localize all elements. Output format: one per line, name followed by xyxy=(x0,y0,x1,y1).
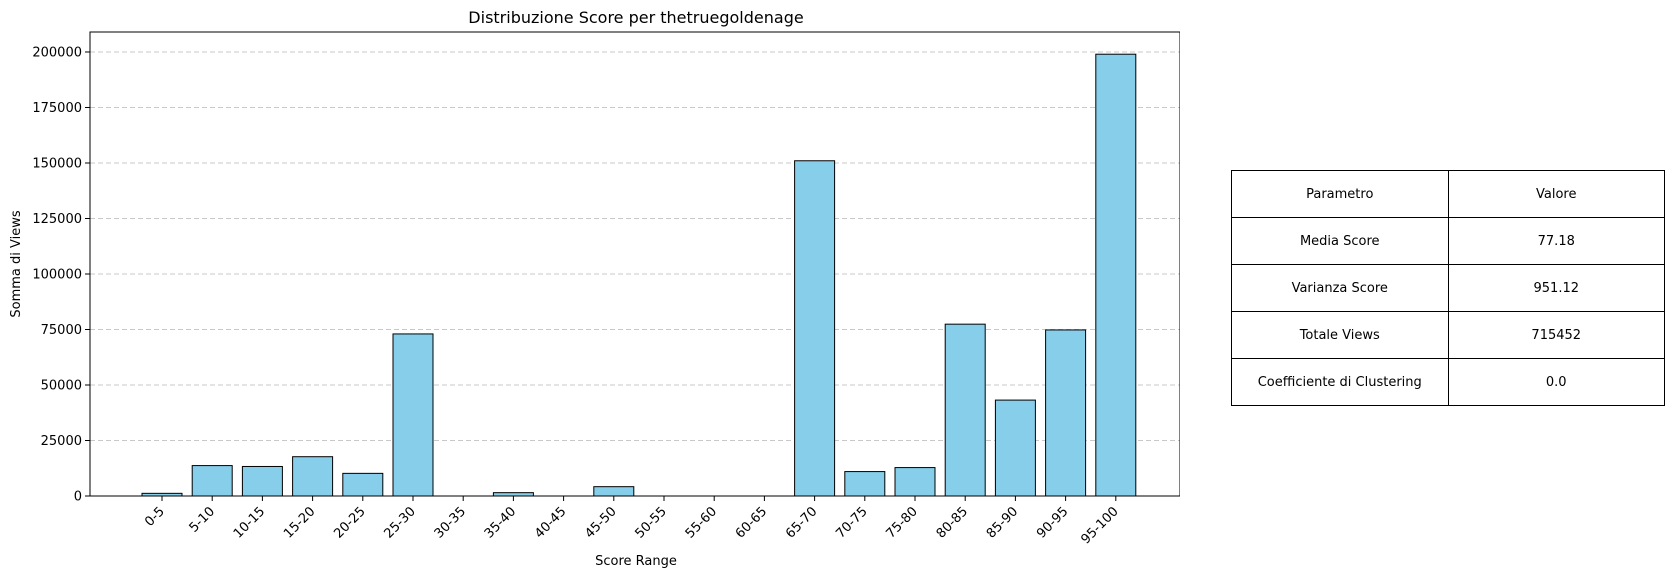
x-tick-label: 15-20 xyxy=(281,504,318,541)
x-tick-label: 75-80 xyxy=(884,504,921,541)
bar xyxy=(844,471,886,497)
x-tick-label: 25-30 xyxy=(382,504,419,541)
param-value-cell: 715452 xyxy=(1447,311,1665,359)
param-name-cell: Totale Views xyxy=(1231,311,1449,359)
bar xyxy=(944,323,986,497)
x-tick-label: 40-45 xyxy=(532,504,569,541)
bar-chart: Distribuzione Score per thetruegoldenage… xyxy=(9,8,1180,569)
bar xyxy=(593,486,635,497)
y-tick-label: 100000 xyxy=(32,267,82,282)
grid-lines xyxy=(90,51,1180,441)
bar xyxy=(342,472,384,497)
table-row: Varianza Score 951.12 xyxy=(1231,264,1665,312)
y-axis-label: Somma di Views xyxy=(9,210,24,317)
x-tick-label: 95-100 xyxy=(1078,504,1121,547)
param-value-cell: 77.18 xyxy=(1447,217,1665,265)
table-header-cell: Valore xyxy=(1447,170,1665,218)
table-header-row: Parametro Valore xyxy=(1231,170,1665,218)
x-tick-label: 65-70 xyxy=(783,504,820,541)
x-tick-label: 50-55 xyxy=(633,504,670,541)
x-axis-label: Score Range xyxy=(595,554,677,569)
plot-frame xyxy=(89,31,1180,497)
table-header-cell: Parametro xyxy=(1231,170,1449,218)
y-tick-label: 50000 xyxy=(41,378,82,393)
param-name-cell: Coefficiente di Clustering xyxy=(1231,358,1449,406)
x-tick-label: 85-90 xyxy=(984,504,1021,541)
y-tick-label: 150000 xyxy=(32,156,82,171)
x-tick-label: 10-15 xyxy=(231,504,268,541)
x-tick-label: 45-50 xyxy=(582,504,619,541)
y-tick-label: 75000 xyxy=(41,323,82,338)
bar xyxy=(894,467,936,497)
bar xyxy=(1095,53,1137,497)
bar xyxy=(1045,329,1087,497)
bar xyxy=(292,456,334,497)
table-row: Coefficiente di Clustering 0.0 xyxy=(1231,358,1665,406)
x-tick-label: 5-10 xyxy=(187,504,218,535)
y-tick-label: 175000 xyxy=(32,101,82,116)
x-tick-label: 90-95 xyxy=(1034,504,1071,541)
x-tick-label: 70-75 xyxy=(833,504,870,541)
x-tick-label: 55-60 xyxy=(683,504,720,541)
y-tick-label: 0 xyxy=(74,490,82,505)
x-axis: 0-5 5-10 10-15 15-20 20-25 25-30 30-35 35-40 40-… xyxy=(142,496,1122,547)
param-name-cell: Varianza Score xyxy=(1231,264,1449,312)
x-tick-label: 30-35 xyxy=(432,504,469,541)
x-tick-label: 80-85 xyxy=(934,504,971,541)
bar xyxy=(191,465,233,497)
stats-table: Parametro Valore Media Score 77.18 Varia… xyxy=(1231,170,1665,406)
y-tick-label: 125000 xyxy=(32,212,82,227)
x-tick-label: 0-5 xyxy=(142,504,168,530)
table-row: Media Score 77.18 xyxy=(1231,217,1665,265)
bars xyxy=(141,53,1137,497)
y-tick-label: 25000 xyxy=(41,434,82,449)
bar xyxy=(794,160,836,497)
bar xyxy=(994,399,1036,497)
param-name-cell: Media Score xyxy=(1231,217,1449,265)
x-tick-label: 20-25 xyxy=(331,504,368,541)
x-tick-label: 35-40 xyxy=(482,504,519,541)
param-value-cell: 0.0 xyxy=(1447,358,1665,406)
bar xyxy=(241,465,283,497)
table-row: Totale Views 715452 xyxy=(1231,311,1665,359)
chart-title: Distribuzione Score per thetruegoldenage xyxy=(468,8,803,27)
x-tick-label: 60-65 xyxy=(733,504,770,541)
param-value-cell: 951.12 xyxy=(1447,264,1665,312)
bar xyxy=(392,333,434,497)
y-axis: 0 25000 50000 75000 100000 125000 150000 175000… xyxy=(32,45,90,505)
y-tick-label: 200000 xyxy=(32,45,82,60)
